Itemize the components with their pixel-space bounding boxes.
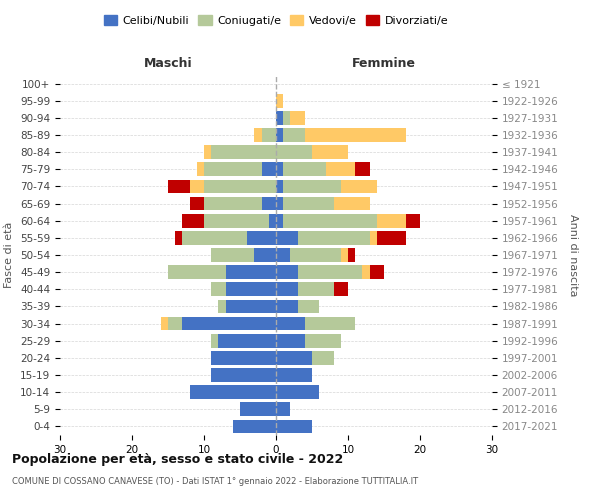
Bar [211,282,226,296]
Bar [226,282,276,296]
Y-axis label: Anni di nascita: Anni di nascita [568,214,578,296]
Legend: Celibi/Nubili, Coniugati/e, Vedovi/e, Divorziati/e: Celibi/Nubili, Coniugati/e, Vedovi/e, Di… [100,10,452,30]
Bar [276,386,319,399]
Bar [254,128,262,142]
Bar [290,248,341,262]
Bar [204,146,211,159]
Text: Maschi: Maschi [143,57,193,70]
Bar [341,248,348,262]
Bar [190,196,204,210]
Bar [182,316,276,330]
Bar [276,282,298,296]
Bar [218,334,276,347]
Bar [182,214,204,228]
Bar [362,266,370,279]
Bar [276,196,283,210]
Bar [377,231,406,244]
Bar [276,180,283,194]
Bar [168,180,190,194]
Bar [283,180,341,194]
Bar [276,300,298,314]
Bar [276,146,312,159]
Bar [254,248,276,262]
Bar [276,162,283,176]
Text: Popolazione per età, sesso e stato civile - 2022: Popolazione per età, sesso e stato civil… [12,452,343,466]
Bar [370,231,377,244]
Bar [276,231,298,244]
Bar [348,248,355,262]
Bar [211,248,254,262]
Y-axis label: Fasce di età: Fasce di età [4,222,14,288]
Bar [298,282,334,296]
Bar [276,334,305,347]
Bar [276,402,290,416]
Bar [276,128,283,142]
Bar [283,196,334,210]
Bar [276,111,283,124]
Bar [312,146,348,159]
Bar [305,316,355,330]
Bar [312,351,334,364]
Bar [204,162,262,176]
Bar [283,214,377,228]
Bar [204,214,269,228]
Bar [247,231,276,244]
Bar [298,300,319,314]
Bar [283,162,326,176]
Bar [233,420,276,434]
Bar [211,146,276,159]
Bar [276,94,283,108]
Bar [226,300,276,314]
Bar [218,300,226,314]
Bar [276,266,298,279]
Bar [262,196,276,210]
Bar [276,214,283,228]
Bar [305,128,406,142]
Bar [334,282,348,296]
Bar [370,266,384,279]
Bar [290,111,305,124]
Bar [240,402,276,416]
Bar [168,266,226,279]
Bar [161,316,168,330]
Bar [283,128,305,142]
Bar [226,266,276,279]
Bar [262,128,276,142]
Bar [305,334,341,347]
Bar [298,266,362,279]
Bar [211,351,276,364]
Bar [175,231,182,244]
Text: Femmine: Femmine [352,57,416,70]
Bar [283,111,290,124]
Bar [276,420,312,434]
Bar [298,231,370,244]
Bar [204,196,262,210]
Bar [355,162,370,176]
Bar [211,334,218,347]
Bar [211,368,276,382]
Bar [276,351,312,364]
Bar [341,180,377,194]
Bar [377,214,406,228]
Bar [269,214,276,228]
Bar [326,162,355,176]
Bar [276,368,312,382]
Bar [190,180,204,194]
Bar [406,214,420,228]
Bar [190,386,276,399]
Bar [262,162,276,176]
Bar [276,248,290,262]
Bar [182,231,247,244]
Bar [276,316,305,330]
Bar [168,316,182,330]
Bar [334,196,370,210]
Bar [204,180,276,194]
Text: COMUNE DI COSSANO CANAVESE (TO) - Dati ISTAT 1° gennaio 2022 - Elaborazione TUTT: COMUNE DI COSSANO CANAVESE (TO) - Dati I… [12,478,418,486]
Bar [197,162,204,176]
